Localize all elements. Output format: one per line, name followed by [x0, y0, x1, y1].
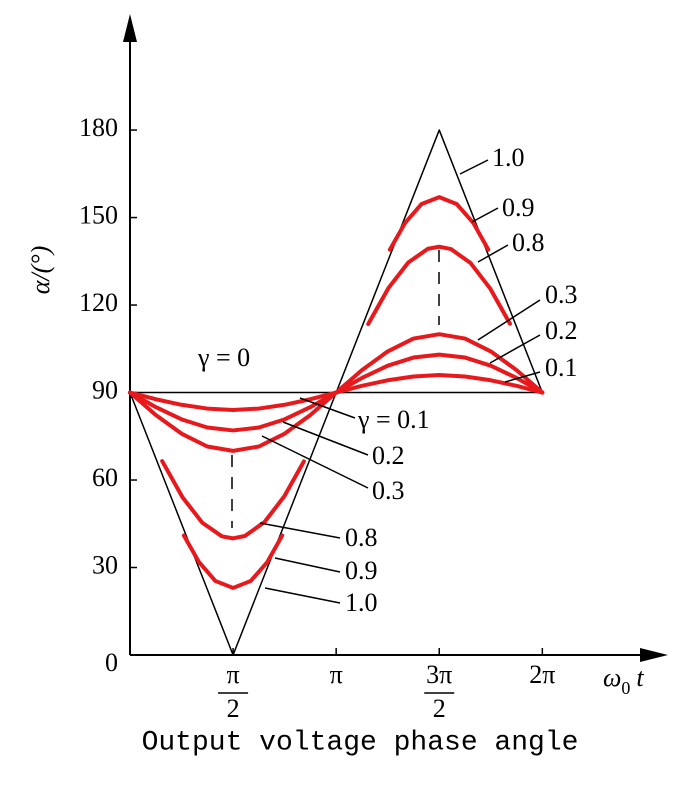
annotation: 0.3: [372, 476, 405, 505]
x-tick-numerator: π: [227, 660, 240, 689]
annotation: 0.2: [545, 316, 578, 345]
annotation: γ = 0.1: [357, 405, 430, 434]
annotation: γ = 0: [197, 343, 250, 372]
y-tick-label: 90: [92, 376, 118, 405]
y-axis-label: α/(°): [26, 246, 55, 295]
annotation: 1.0: [345, 588, 378, 617]
leader-line: [471, 207, 499, 223]
leader-line: [489, 334, 541, 364]
y-tick-label: 60: [92, 463, 118, 492]
annotation: 0.3: [545, 280, 578, 309]
caption: Output voltage phase angle: [142, 727, 579, 758]
x-axis-label: ω0 t: [603, 663, 644, 698]
x-label-subscript: 0: [621, 678, 630, 698]
series-line: [366, 244, 512, 327]
x-arrow: [640, 648, 668, 662]
leader-line: [459, 159, 489, 175]
annotation: 0.9: [502, 193, 535, 222]
leader-line: [504, 371, 541, 383]
annotation: 0.1: [545, 353, 578, 382]
series-line: [160, 459, 306, 541]
leader-line: [259, 522, 341, 539]
series-line: [387, 195, 491, 252]
leader-line: [274, 557, 341, 573]
y-tick-label: 150: [79, 201, 118, 230]
leader-line: [264, 587, 341, 604]
x-tick-denominator: 2: [433, 694, 446, 723]
y-tick-label: 120: [79, 288, 118, 317]
annotation: 1.0: [492, 143, 525, 172]
x-tick-denominator: 2: [227, 694, 240, 723]
x-label-variable: t: [636, 663, 644, 692]
x-tick-label: π: [330, 660, 343, 689]
y-tick-label: 30: [92, 550, 118, 579]
leader-line: [477, 244, 509, 263]
annotation: 0.9: [345, 556, 378, 585]
y-tick-label: 180: [79, 113, 118, 142]
leader-line: [282, 421, 369, 456]
annotation: 0.8: [512, 228, 545, 257]
x-tick-label: 2π: [529, 660, 555, 689]
annotation: 0.2: [372, 441, 405, 470]
leader-line: [299, 397, 356, 419]
y-arrow: [123, 14, 137, 42]
series-line: [128, 332, 545, 453]
series-line: [181, 533, 285, 590]
x-tick-numerator: 3π: [426, 660, 452, 689]
x-label-symbol: ω: [603, 663, 621, 692]
annotation: 0.8: [345, 523, 378, 552]
leader-line: [261, 435, 369, 489]
y-tick-label: 0: [105, 648, 118, 677]
leader-line: [477, 299, 541, 341]
